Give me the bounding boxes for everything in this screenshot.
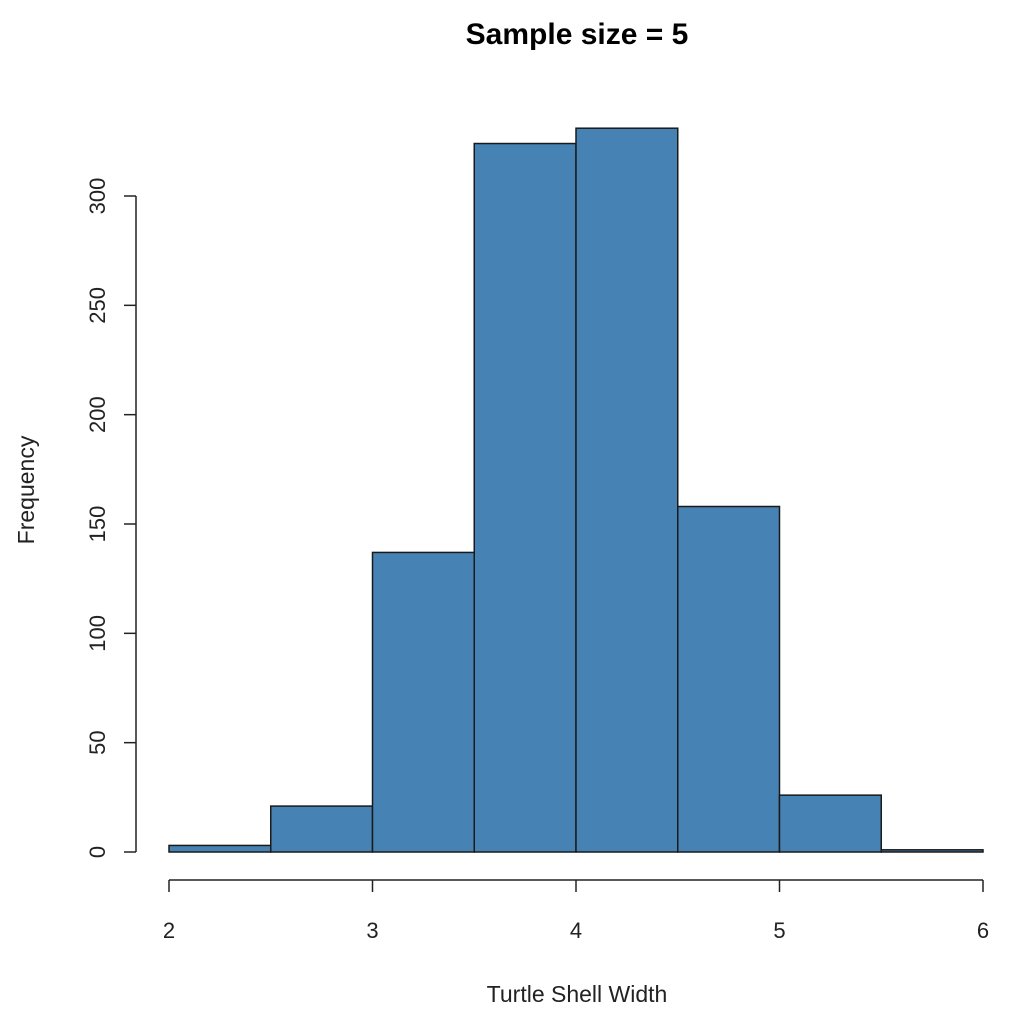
y-tick-label: 0 xyxy=(85,846,110,858)
histogram-bar-2 xyxy=(270,805,374,853)
x-axis-label: Turtle Shell Width xyxy=(487,981,668,1007)
histogram-bar-5 xyxy=(575,127,679,853)
histogram-bar-6 xyxy=(677,505,781,853)
x-tick-label: 2 xyxy=(163,918,175,943)
bars-group xyxy=(168,127,984,853)
y-axis-label: Frequency xyxy=(13,435,39,544)
x-tick-label: 4 xyxy=(570,918,582,943)
y-tick-label: 200 xyxy=(85,396,110,433)
histogram-bar-8 xyxy=(880,849,984,853)
y-tick-label: 300 xyxy=(85,178,110,215)
y-tick-label: 250 xyxy=(85,287,110,324)
histogram-bar-3 xyxy=(371,551,475,853)
y-tick-label: 50 xyxy=(85,730,110,754)
histogram-bar-1 xyxy=(168,844,272,853)
y-tick-label: 150 xyxy=(85,506,110,543)
x-axis: 2 3 4 5 6 xyxy=(163,879,989,943)
y-tick-label: 100 xyxy=(85,615,110,652)
histogram-bar-7 xyxy=(778,794,882,853)
y-axis: 0 50 100 150 200 250 300 xyxy=(85,178,137,858)
histogram-bar-4 xyxy=(473,142,577,853)
chart-title: Sample size = 5 xyxy=(466,18,689,51)
x-tick-label: 3 xyxy=(366,918,378,943)
x-tick-label: 6 xyxy=(977,918,989,943)
x-tick-label: 5 xyxy=(773,918,785,943)
